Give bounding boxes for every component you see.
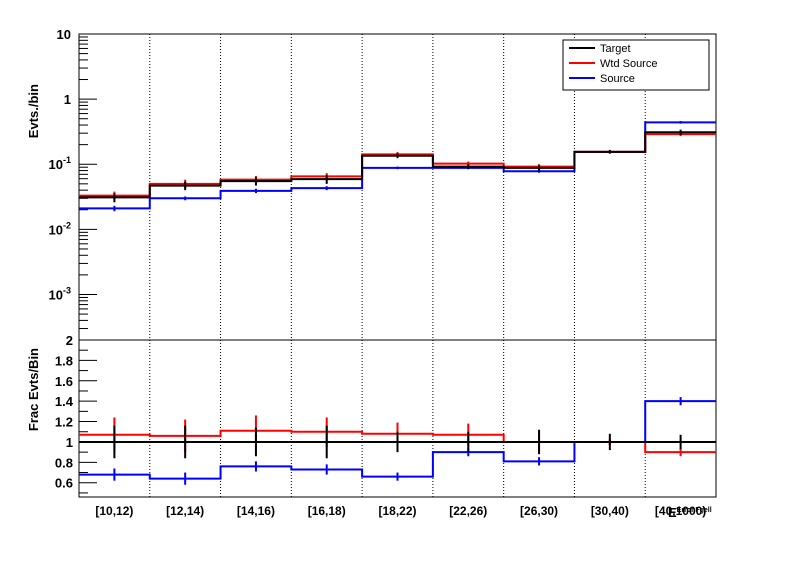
y-tick-label: 0.8	[55, 455, 73, 470]
bottom-series-target	[79, 425, 716, 459]
y-tick-label: 10	[57, 27, 71, 42]
y-tick-label: 1.6	[55, 374, 73, 389]
bottom-frame	[78, 339, 717, 498]
bottom-panel: 0.6 0.8 1 1.2 1.4 1.6 1.8 2 Frac Evts/Bin [10,12)…	[26, 333, 717, 520]
y-tick-label: 2	[66, 333, 73, 348]
legend: Target Wtd Source Source	[562, 39, 710, 91]
top-series-target	[79, 129, 716, 203]
y-tick-label: 1.4	[55, 394, 74, 409]
bottom-y-axis: 0.6 0.8 1 1.2 1.4 1.6 1.8 2	[55, 333, 97, 494]
y-tick-label: 1	[66, 435, 73, 450]
top-series-wtd-source	[79, 132, 716, 200]
top-series-source	[79, 121, 716, 212]
x-tick-label: [40,1000)	[655, 504, 706, 518]
top-panel: 10-3 10-2 10-1 1 10 Evts./bin	[26, 27, 717, 341]
top-y-axis: 10-3 10-2 10-1 1 10	[49, 27, 97, 341]
bin-dividers	[149, 34, 646, 497]
x-tick-label: [10,12)	[95, 504, 133, 518]
x-tick-label: [14,16)	[237, 504, 275, 518]
y-tick-label: 0.6	[55, 476, 73, 491]
histogram-line	[79, 121, 716, 210]
x-axis-label: EError,Fgell	[668, 505, 712, 520]
y-tick-label: 1.2	[55, 415, 73, 430]
x-tick-label: [26,30)	[520, 504, 558, 518]
x-tick-label: [22,26)	[449, 504, 487, 518]
histogram-line	[79, 131, 716, 199]
y-tick-label: 1.8	[55, 353, 73, 368]
y-tick-label: 1	[64, 92, 71, 107]
x-tick-label: [18,22)	[378, 504, 416, 518]
y-tick-label: 10-2	[49, 220, 71, 237]
legend-entry: Target	[600, 43, 631, 55]
y-tick-label: 10-1	[49, 155, 71, 172]
bottom-y-axis-label: Frac Evts/Bin	[26, 348, 41, 431]
y-tick-label: 10-3	[49, 285, 71, 302]
x-tick-label: [30,40)	[591, 504, 629, 518]
legend-entry: Wtd Source	[600, 58, 657, 70]
x-tick-label: [16,18)	[308, 504, 346, 518]
legend-entry: Source	[600, 73, 635, 85]
top-y-axis-label: Evts./bin	[26, 84, 41, 138]
x-tick-label: [12,14)	[166, 504, 204, 518]
